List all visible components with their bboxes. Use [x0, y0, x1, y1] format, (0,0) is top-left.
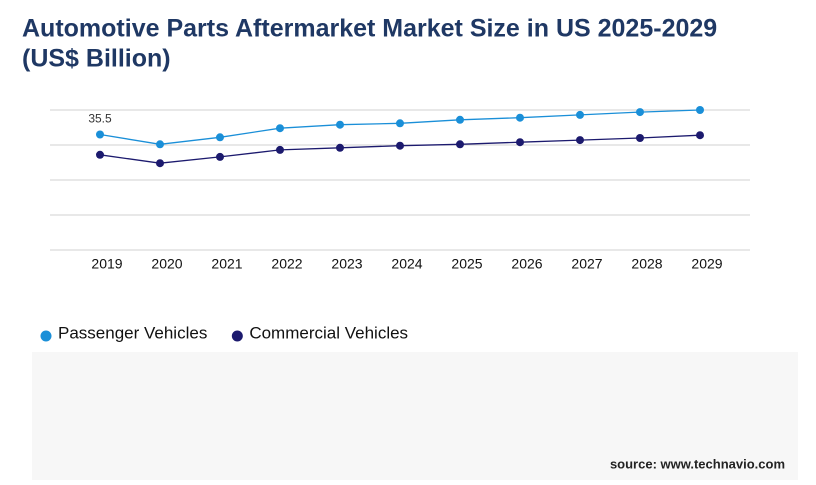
- data-label: 35.5: [88, 112, 112, 126]
- point: [156, 159, 164, 168]
- point: [96, 150, 104, 159]
- legend-label: Commercial Vehicles: [249, 323, 408, 342]
- x-tick-label: 2021: [211, 256, 242, 272]
- legend-marker: [40, 330, 52, 342]
- point: [276, 124, 284, 133]
- point: [516, 113, 524, 122]
- point: [216, 152, 224, 161]
- point: [696, 131, 704, 140]
- x-tick-label: 2023: [331, 256, 362, 272]
- x-tick-label: 2025: [451, 256, 482, 272]
- grid: [50, 109, 750, 251]
- x-tick-label: 2019: [91, 256, 122, 272]
- point: [516, 138, 524, 147]
- x-tick-label: 2026: [511, 256, 542, 272]
- point: [96, 130, 104, 139]
- point: [456, 115, 464, 124]
- point: [396, 119, 404, 128]
- x-tick-label: 2020: [151, 256, 182, 272]
- x-tick-label: 2028: [631, 256, 662, 272]
- source: source: www.technavio.com: [610, 456, 785, 471]
- x-tick-label: 2027: [571, 256, 602, 272]
- point: [456, 140, 464, 149]
- point: [276, 145, 284, 154]
- x-tick-label: 2029: [691, 256, 722, 272]
- point: [336, 120, 344, 129]
- x-tick-label: 2024: [391, 256, 422, 272]
- footer-panel: [32, 352, 798, 480]
- point: [636, 134, 644, 142]
- point: [336, 143, 344, 152]
- point: [576, 136, 584, 145]
- chart-title: Automotive Parts Aftermarket Market Size…: [22, 15, 717, 43]
- chart-title: (US$ Billion): [22, 45, 171, 73]
- point: [396, 141, 404, 150]
- point: [156, 140, 164, 149]
- x-tick-label: 2022: [271, 256, 302, 272]
- legend-marker: [231, 330, 243, 342]
- point: [576, 110, 584, 119]
- point: [696, 106, 704, 114]
- point: [216, 133, 224, 142]
- point: [636, 108, 644, 117]
- legend-label: Passenger Vehicles: [58, 323, 207, 342]
